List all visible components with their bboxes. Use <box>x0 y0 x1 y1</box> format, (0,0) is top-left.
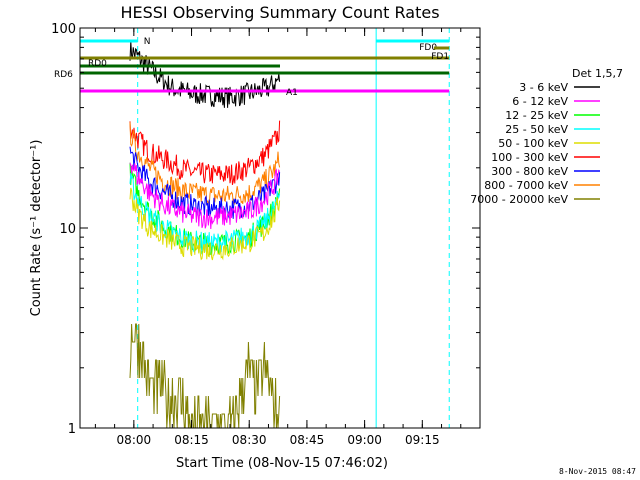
x-tick-label-4: 09:00 <box>347 433 382 447</box>
y-tick-label-1: 10 <box>59 222 76 237</box>
state-bar-label-3: FD1 <box>431 52 449 62</box>
legend-label-6: 300 - 800 keV <box>491 165 568 178</box>
y-axis-label: Count Rate (s⁻¹ detector⁻¹) <box>29 140 44 317</box>
date-stamp: 8-Nov-2015 08:47 <box>559 467 636 476</box>
x-axis: 08:00 08:15 08:30 08:45 09:00 09:15 <box>94 28 481 447</box>
series-line-8 <box>129 323 281 429</box>
x-tick-label-3: 08:45 <box>290 433 325 447</box>
legend-label-4: 50 - 100 keV <box>498 137 568 150</box>
state-bar-label-6: A1 <box>286 88 298 98</box>
state-bar-label-0: N <box>144 37 151 47</box>
legend-label-5: 100 - 300 keV <box>491 151 568 164</box>
plot-frame <box>79 27 481 429</box>
series-line-2 <box>129 122 281 207</box>
y-axis: 1 10 100 <box>51 22 480 437</box>
state-bar-label-4: RD0 <box>88 59 107 69</box>
legend-label-8: 7000 - 20000 keV <box>470 193 568 206</box>
state-bar-label-5: RD6 <box>54 70 73 80</box>
legend-label-0: 3 - 6 keV <box>519 81 568 94</box>
series-line-0 <box>129 40 281 108</box>
legend-label-3: 25 - 50 keV <box>505 123 568 136</box>
legend-label-1: 6 - 12 keV <box>512 95 568 108</box>
x-axis-label: Start Time (08-Nov-15 07:46:02) <box>176 456 388 471</box>
series-line-7 <box>129 187 281 261</box>
series-line-1 <box>129 120 281 186</box>
x-tick-label-1: 08:15 <box>174 433 209 447</box>
x-tick-label-5: 09:15 <box>405 433 440 447</box>
x-tick-label-0: 08:00 <box>117 433 152 447</box>
legend-label-2: 12 - 25 keV <box>505 109 568 122</box>
series-line-6 <box>129 162 281 230</box>
legend-title: Det 1,5,7 <box>572 67 623 80</box>
x-tick-label-2: 08:30 <box>232 433 267 447</box>
y-tick-label-0: 1 <box>68 422 76 437</box>
chart-title: HESSI Observing Summary Count Rates <box>120 3 439 22</box>
legend-label-7: 800 - 7000 keV <box>484 179 568 192</box>
state-bar-label-2: FD0 <box>419 43 437 53</box>
plot-area <box>79 27 481 429</box>
y-tick-label-2: 100 <box>51 22 76 37</box>
